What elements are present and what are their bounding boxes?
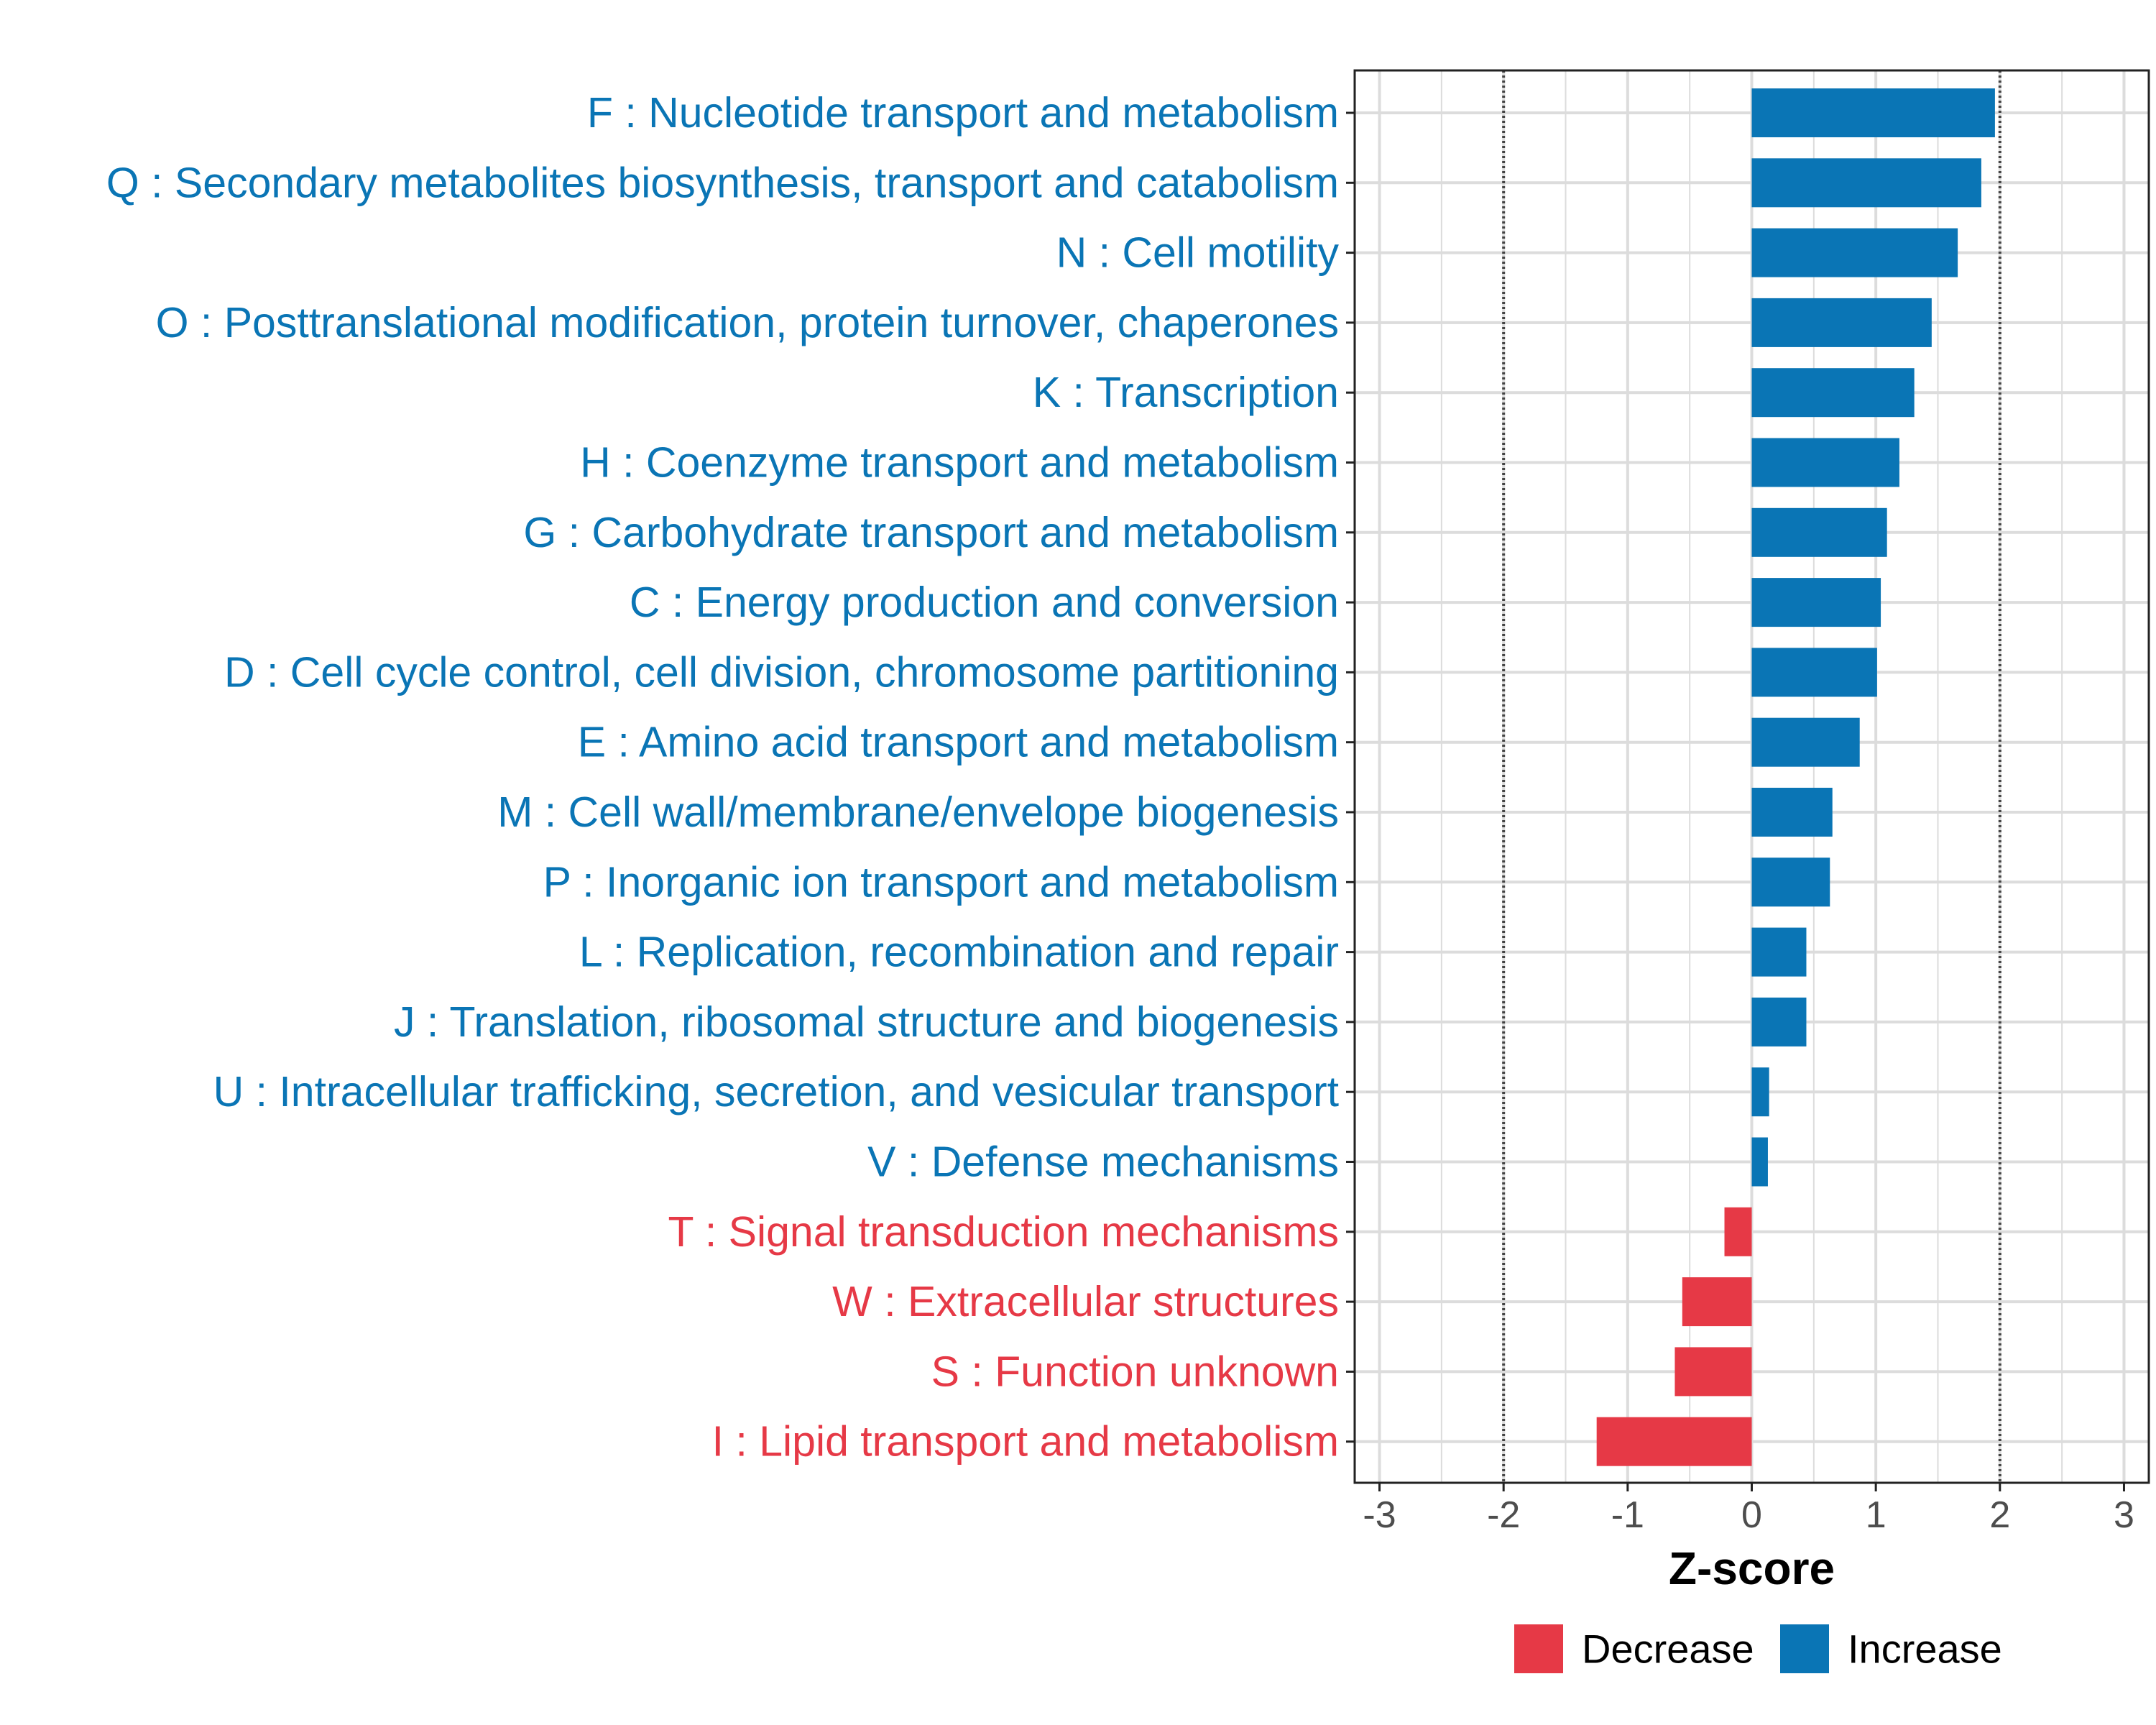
- bar: [1751, 857, 1830, 907]
- category-label: K : Transcription: [1033, 369, 1339, 416]
- bar: [1751, 788, 1833, 837]
- category-label: L : Replication, recombination and repai…: [579, 929, 1339, 976]
- legend-label-increase: Increase: [1848, 1627, 2002, 1672]
- bar: [1751, 1067, 1769, 1117]
- category-label: P : Inorganic ion transport and metaboli…: [543, 858, 1339, 906]
- bar: [1751, 717, 1860, 767]
- bar: [1751, 648, 1877, 697]
- x-tick-label: -2: [1487, 1494, 1520, 1536]
- category-label: N : Cell motility: [1056, 229, 1340, 277]
- x-tick-label: 3: [2114, 1494, 2134, 1536]
- category-label: Q : Secondary metabolites biosynthesis, …: [106, 159, 1339, 206]
- bar: [1751, 158, 1981, 208]
- bar: [1751, 1137, 1768, 1187]
- category-label: J : Translation, ribosomal structure and…: [394, 998, 1339, 1046]
- x-tick-label: -3: [1363, 1494, 1396, 1536]
- x-tick-label: 2: [1989, 1494, 2010, 1536]
- category-label: I : Lipid transport and metabolism: [712, 1418, 1339, 1466]
- legend-label-decrease: Decrease: [1582, 1627, 1754, 1672]
- bar: [1751, 578, 1881, 627]
- bar: [1751, 997, 1807, 1046]
- category-label: T : Signal transduction mechanisms: [668, 1208, 1339, 1256]
- bar: [1751, 228, 1958, 277]
- category-label: G : Carbohydrate transport and metabolis…: [523, 509, 1339, 556]
- bar: [1674, 1347, 1752, 1397]
- bar: [1751, 438, 1899, 487]
- category-label: F : Nucleotide transport and metabolism: [587, 89, 1339, 137]
- category-label: D : Cell cycle control, cell division, c…: [224, 648, 1339, 696]
- bar: [1724, 1207, 1752, 1256]
- bar: [1751, 927, 1807, 977]
- category-label: M : Cell wall/membrane/envelope biogenes…: [497, 788, 1339, 836]
- bar: [1751, 507, 1887, 557]
- bar: [1751, 368, 1915, 418]
- x-axis-title: Z-score: [1669, 1542, 1835, 1594]
- bar: [1596, 1417, 1752, 1466]
- bar: [1751, 88, 1995, 137]
- x-tick-label: 1: [1866, 1494, 1886, 1536]
- category-label: W : Extracellular structures: [832, 1278, 1339, 1325]
- legend-swatch-increase: [1780, 1624, 1829, 1673]
- x-tick-label: -1: [1611, 1494, 1644, 1536]
- category-label: E : Amino acid transport and metabolism: [578, 719, 1339, 766]
- category-label: O : Posttranslational modification, prot…: [156, 299, 1339, 346]
- category-label: S : Function unknown: [931, 1348, 1339, 1395]
- category-label: V : Defense mechanisms: [867, 1138, 1339, 1186]
- category-label: C : Energy production and conversion: [630, 579, 1339, 626]
- bar: [1682, 1277, 1752, 1327]
- category-label: H : Coenzyme transport and metabolism: [580, 439, 1339, 487]
- legend-swatch-decrease: [1514, 1624, 1563, 1673]
- x-tick-label: 0: [1741, 1494, 1762, 1536]
- category-label: U : Intracellular trafficking, secretion…: [213, 1068, 1339, 1116]
- bar: [1751, 298, 1932, 347]
